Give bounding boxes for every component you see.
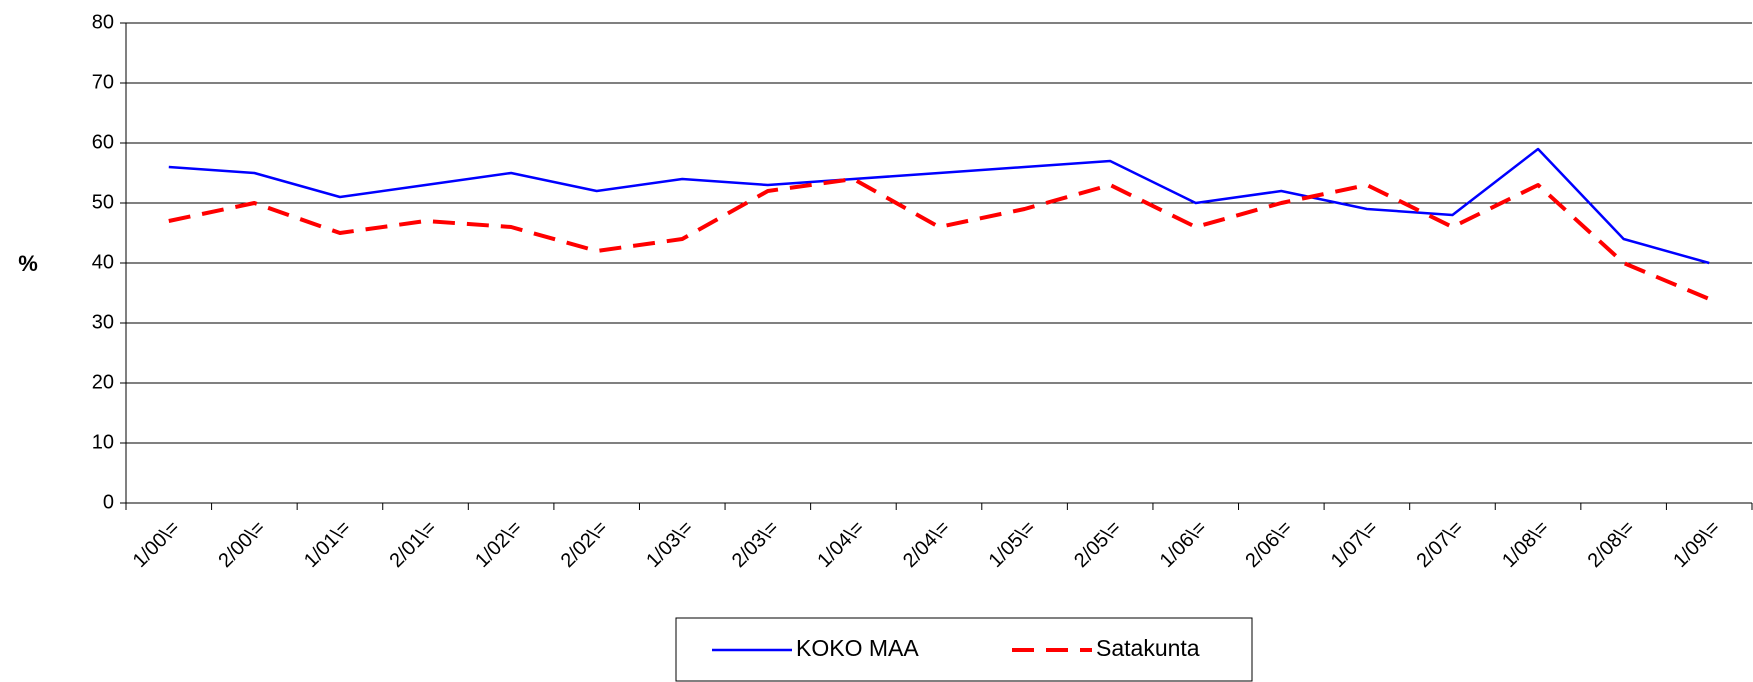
x-tick-label: 1/06\= [1156,517,1211,572]
x-tick-label: 1/08\= [1498,517,1553,572]
x-tick-label: 1/01\= [300,517,355,572]
x-tick-label: 1/03\= [642,517,697,572]
y-tick-label: 60 [92,131,114,153]
series-line [168,177,1710,301]
y-tick-label: 50 [92,191,114,213]
y-tick-label: 20 [92,371,114,393]
x-tick-label: 1/05\= [985,517,1040,572]
x-tick-label: 2/04\= [899,517,954,572]
y-tick-label: 70 [92,71,114,93]
y-tick-label: 30 [92,311,114,333]
x-tick-label: 2/06\= [1241,517,1296,572]
x-tick-label: 2/00\= [214,517,269,572]
x-tick-label: 2/03\= [728,517,783,572]
x-tick-label: 1/09\= [1669,517,1724,572]
x-tick-label: 2/08\= [1584,517,1639,572]
x-tick-label: 1/04\= [813,517,868,572]
y-tick-label: 10 [92,431,114,453]
series-line [168,147,1710,265]
x-tick-label: 1/00\= [129,517,184,572]
x-tick-label: 1/07\= [1327,517,1382,572]
y-tick-label: 40 [92,251,114,273]
legend-label: Satakunta [1096,635,1200,661]
y-tick-label: 0 [103,491,114,513]
x-tick-label: 2/02\= [557,517,612,572]
x-tick-label: 2/07\= [1412,517,1467,572]
x-tick-label: 1/02\= [471,517,526,572]
x-tick-label: 2/05\= [1070,517,1125,572]
x-tick-label: 2/01\= [386,517,441,572]
y-axis-label: % [18,251,38,276]
legend-label: KOKO MAA [796,635,919,661]
y-tick-label: 80 [92,11,114,33]
